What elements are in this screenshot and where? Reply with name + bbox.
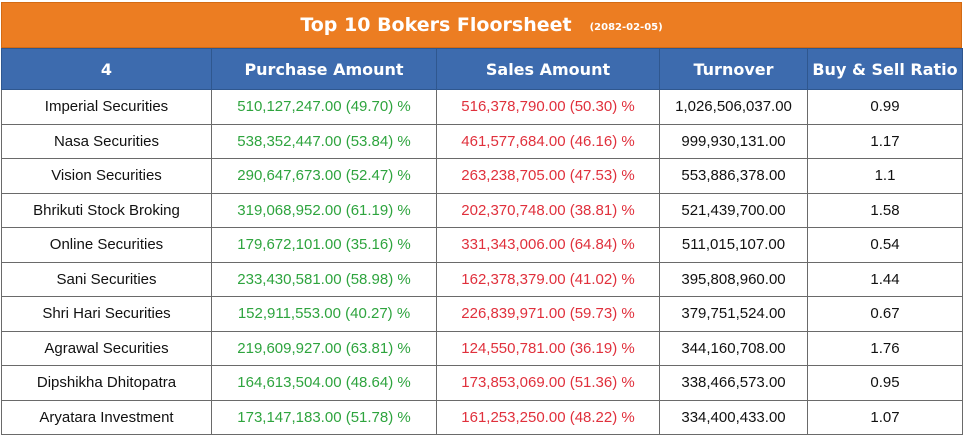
sales-amount-cell: 173,853,069.00 (51.36) % [436, 365, 660, 401]
table-row: Aryatara Investment 173,147,183.00 (51.78… [1, 399, 963, 435]
sales-amount-cell: 331,343,006.00 (64.84) % [436, 227, 660, 263]
purchase-amount-cell: 290,647,673.00 (52.47) % [211, 158, 437, 194]
table-header-row: 4 Purchase Amount Sales Amount Turnover … [1, 48, 963, 90]
turnover-cell: 999,930,131.00 [659, 123, 808, 159]
buy-sell-ratio-cell: 0.67 [807, 296, 963, 332]
turnover-cell: 553,886,378.00 [659, 158, 808, 194]
purchase-amount-cell: 510,127,247.00 (49.70) % [211, 89, 437, 125]
column-header-purchase: Purchase Amount [211, 48, 437, 90]
broker-name-cell: Dipshikha Dhitopatra [1, 365, 212, 401]
brokers-table: 4 Purchase Amount Sales Amount Turnover … [1, 48, 963, 435]
sales-amount-cell: 162,378,379.00 (41.02) % [436, 261, 660, 297]
column-header-rank: 4 [1, 48, 212, 90]
purchase-amount-cell: 179,672,101.00 (35.16) % [211, 227, 437, 263]
table-row: Nasa Securities 538,352,447.00 (53.84) % 4… [1, 123, 963, 159]
broker-name-cell: Agrawal Securities [1, 330, 212, 366]
broker-name-cell: Bhrikuti Stock Broking [1, 192, 212, 228]
table-row: Bhrikuti Stock Broking 319,068,952.00 (61… [1, 192, 963, 228]
purchase-amount-cell: 152,911,553.00 (40.27) % [211, 296, 437, 332]
buy-sell-ratio-cell: 1.76 [807, 330, 963, 366]
sales-amount-cell: 516,378,790.00 (50.30) % [436, 89, 660, 125]
broker-name-cell: Online Securities [1, 227, 212, 263]
column-header-sales: Sales Amount [436, 48, 660, 90]
table-row: Dipshikha Dhitopatra 164,613,504.00 (48.6… [1, 365, 963, 401]
broker-name-cell: Vision Securities [1, 158, 212, 194]
buy-sell-ratio-cell: 1.58 [807, 192, 963, 228]
purchase-amount-cell: 219,609,927.00 (63.81) % [211, 330, 437, 366]
broker-name-cell: Imperial Securities [1, 89, 212, 125]
buy-sell-ratio-cell: 1.17 [807, 123, 963, 159]
buy-sell-ratio-cell: 0.54 [807, 227, 963, 263]
table-row: Online Securities 179,672,101.00 (35.16) … [1, 227, 963, 263]
broker-name-cell: Shri Hari Securities [1, 296, 212, 332]
table-row: Imperial Securities 510,127,247.00 (49.70… [1, 89, 963, 125]
turnover-cell: 379,751,524.00 [659, 296, 808, 332]
column-header-ratio: Buy & Sell Ratio [807, 48, 963, 90]
sales-amount-cell: 124,550,781.00 (36.19) % [436, 330, 660, 366]
title-bar: Top 10 Bokers Floorsheet (2082-02-05) [1, 2, 962, 48]
column-header-turnover: Turnover [659, 48, 808, 90]
turnover-cell: 395,808,960.00 [659, 261, 808, 297]
sales-amount-cell: 263,238,705.00 (47.53) % [436, 158, 660, 194]
sales-amount-cell: 226,839,971.00 (59.73) % [436, 296, 660, 332]
turnover-cell: 344,160,708.00 [659, 330, 808, 366]
sales-amount-cell: 202,370,748.00 (38.81) % [436, 192, 660, 228]
turnover-cell: 1,026,506,037.00 [659, 89, 808, 125]
page-title: Top 10 Bokers Floorsheet [300, 14, 572, 36]
table-row: Vision Securities 290,647,673.00 (52.47) … [1, 158, 963, 194]
broker-name-cell: Nasa Securities [1, 123, 212, 159]
purchase-amount-cell: 164,613,504.00 (48.64) % [211, 365, 437, 401]
table-row: Shri Hari Securities 152,911,553.00 (40.2… [1, 296, 963, 332]
broker-name-cell: Sani Securities [1, 261, 212, 297]
turnover-cell: 338,466,573.00 [659, 365, 808, 401]
broker-name-cell: Aryatara Investment [1, 399, 212, 435]
turnover-cell: 511,015,107.00 [659, 227, 808, 263]
sales-amount-cell: 461,577,684.00 (46.16) % [436, 123, 660, 159]
buy-sell-ratio-cell: 1.44 [807, 261, 963, 297]
buy-sell-ratio-cell: 0.95 [807, 365, 963, 401]
purchase-amount-cell: 233,430,581.00 (58.98) % [211, 261, 437, 297]
title-date: (2082-02-05) [589, 21, 663, 33]
table-body: Imperial Securities 510,127,247.00 (49.70… [1, 89, 963, 435]
purchase-amount-cell: 319,068,952.00 (61.19) % [211, 192, 437, 228]
turnover-cell: 521,439,700.00 [659, 192, 808, 228]
buy-sell-ratio-cell: 1.1 [807, 158, 963, 194]
table-row: Sani Securities 233,430,581.00 (58.98) % 1… [1, 261, 963, 297]
table-row: Agrawal Securities 219,609,927.00 (63.81)… [1, 330, 963, 366]
buy-sell-ratio-cell: 0.99 [807, 89, 963, 125]
purchase-amount-cell: 173,147,183.00 (51.78) % [211, 399, 437, 435]
sales-amount-cell: 161,253,250.00 (48.22) % [436, 399, 660, 435]
purchase-amount-cell: 538,352,447.00 (53.84) % [211, 123, 437, 159]
buy-sell-ratio-cell: 1.07 [807, 399, 963, 435]
turnover-cell: 334,400,433.00 [659, 399, 808, 435]
